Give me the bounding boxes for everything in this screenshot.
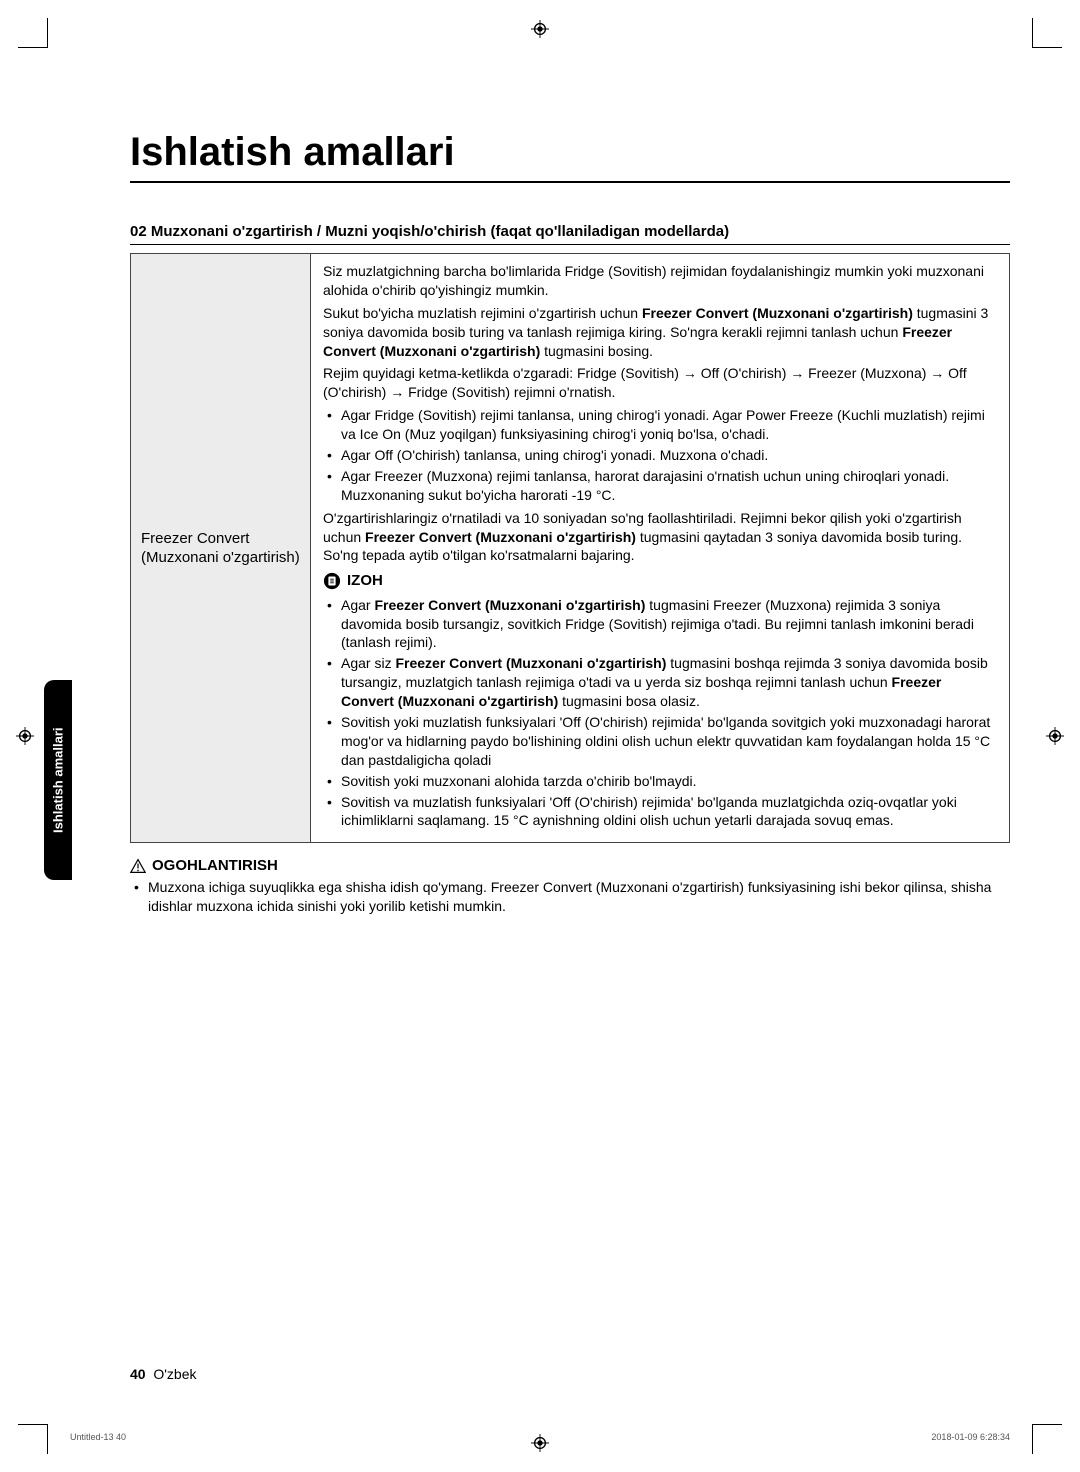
crop-mark (18, 1424, 48, 1454)
crop-mark (18, 18, 48, 48)
registration-mark (1046, 727, 1064, 745)
row-label-cell: Freezer Convert (Muzxonani o'zgartirish) (131, 254, 311, 842)
registration-mark (16, 727, 34, 745)
bold-term: Freezer Convert (Muzxonani o'zgartirish) (642, 305, 913, 321)
content-table: Freezer Convert (Muzxonani o'zgartirish)… (130, 253, 1010, 843)
registration-mark (531, 20, 549, 38)
warning-header: OGOHLANTIRISH (130, 857, 1010, 874)
page-language: O'zbek (153, 1366, 196, 1382)
crop-mark (1032, 1424, 1062, 1454)
warning-label: OGOHLANTIRISH (152, 857, 278, 874)
bold-term: Freezer Convert (Muzxonani o'zgartirish) (395, 655, 666, 671)
paragraph: Rejim quyidagi ketma-ketlikda o'zgaradi:… (323, 364, 997, 402)
section-heading: 02 Muzxonani o'zgartirish / Muzni yoqish… (130, 223, 1010, 245)
warning-icon (130, 858, 146, 874)
text-span: Agar (341, 597, 374, 613)
row-content-cell: Siz muzlatgichning barcha bo'limlarida F… (311, 254, 1009, 842)
list-item: Agar siz Freezer Convert (Muzxonani o'zg… (323, 654, 997, 711)
print-footer: Untitled-13 40 2018-01-09 6:28:34 (70, 1432, 1010, 1442)
paragraph: Sukut bo'yicha muzlatish rejimini o'zgar… (323, 304, 997, 361)
page-number-value: 40 (130, 1366, 146, 1382)
footer-right: 2018-01-09 6:28:34 (931, 1432, 1010, 1442)
warning-block: OGOHLANTIRISH Muzxona ichiga suyuqlikka … (130, 857, 1010, 916)
paragraph: Siz muzlatgichning barcha bo'limlarida F… (323, 262, 997, 300)
row-label: Freezer Convert (Muzxonani o'zgartirish) (141, 529, 300, 568)
list-item: Agar Freezer (Muzxona) rejimi tanlansa, … (323, 467, 997, 505)
note-header: IZOH (323, 571, 997, 591)
footer-left: Untitled-13 40 (70, 1432, 126, 1442)
side-tab: Ishlatish amallari (44, 680, 72, 880)
text-span: Agar siz (341, 655, 395, 671)
crop-mark (1032, 18, 1062, 48)
page-title: Ishlatish amallari (130, 130, 1010, 183)
list-item: Sovitish va muzlatish funksiyalari 'Off … (323, 793, 997, 831)
side-tab-label: Ishlatish amallari (51, 727, 66, 833)
note-label: IZOH (347, 571, 383, 591)
list-item: Sovitish yoki muzxonani alohida tarzda o… (323, 772, 997, 791)
list-item: Agar Freezer Convert (Muzxonani o'zgarti… (323, 596, 997, 653)
bold-term: Freezer Convert (Muzxonani o'zgartirish) (365, 529, 636, 545)
document-page: Ishlatish amallari 02 Muzxonani o'zgarti… (0, 0, 1080, 1472)
bold-term: Freezer Convert (Muzxonani o'zgartirish) (374, 597, 645, 613)
bullet-list: Agar Fridge (Sovitish) rejimi tanlansa, … (323, 406, 997, 504)
list-item: Sovitish yoki muzlatish funksiyalari 'Of… (323, 713, 997, 770)
text-span: tugmasini bosing. (540, 343, 653, 359)
page-number: 40 O'zbek (130, 1366, 197, 1382)
warning-list: Muzxona ichiga suyuqlikka ega shisha idi… (130, 878, 1010, 916)
note-icon (323, 572, 341, 590)
text-span: Sukut bo'yicha muzlatish rejimini o'zgar… (323, 305, 642, 321)
list-item: Muzxona ichiga suyuqlikka ega shisha idi… (130, 878, 1010, 916)
text-span: tugmasini bosa olasiz. (558, 693, 700, 709)
list-item: Agar Fridge (Sovitish) rejimi tanlansa, … (323, 406, 997, 444)
note-list: Agar Freezer Convert (Muzxonani o'zgarti… (323, 596, 997, 831)
list-item: Agar Off (O'chirish) tanlansa, uning chi… (323, 446, 997, 465)
paragraph: O'zgartirishlaringiz o'rnatiladi va 10 s… (323, 509, 997, 566)
